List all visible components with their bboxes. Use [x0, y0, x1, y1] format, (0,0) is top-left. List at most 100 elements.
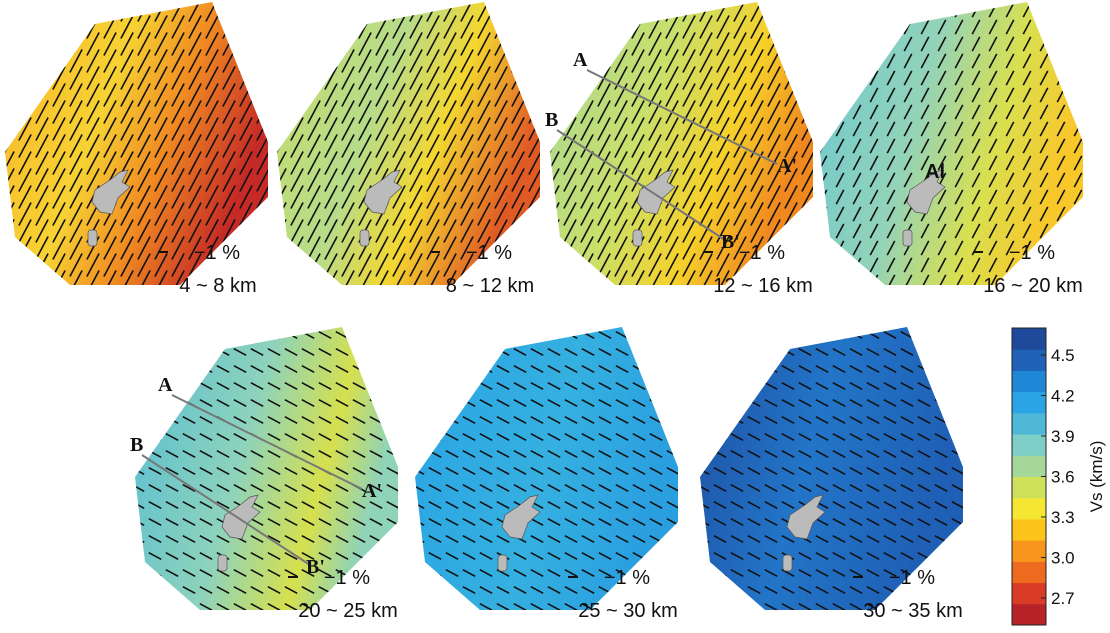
anisotropy-bar [460, 66, 474, 90]
anisotropy-bar [318, 518, 332, 526]
anisotropy-bar [747, 331, 761, 339]
anisotropy-bar [18, 2, 32, 22]
anisotropy-bar [900, 399, 914, 407]
anisotropy-bar [750, 185, 764, 209]
anisotropy-bar [934, 518, 948, 526]
anisotropy-bar [216, 365, 230, 373]
profile-line [556, 129, 726, 241]
anisotropy-bar [35, 151, 49, 175]
anisotropy-bar [233, 433, 247, 441]
anisotropy-bar [730, 382, 744, 390]
anisotropy-bar [171, 253, 185, 277]
anisotropy-bar [784, 151, 798, 175]
anisotropy-bar [632, 518, 646, 526]
anisotropy-bar [369, 450, 383, 458]
anisotropy-bar [386, 552, 398, 560]
anisotropy-bar [445, 569, 459, 577]
anisotropy-bar [835, 257, 845, 273]
anisotropy-bar [1056, 240, 1066, 256]
anisotropy-bar [580, 15, 594, 39]
anisotropy-bar [547, 467, 561, 475]
anisotropy-bar [730, 331, 744, 339]
anisotropy-bar [716, 66, 730, 90]
anisotropy-bar [199, 552, 213, 560]
anisotropy-bar [937, 223, 947, 239]
anisotropy-bar [820, 206, 828, 222]
anisotropy-bar [750, 49, 764, 73]
anisotropy-bar [409, 32, 423, 56]
anisotropy-bar [86, 100, 100, 124]
anisotropy-bar [852, 172, 862, 188]
anisotropy-bar [784, 2, 798, 22]
anisotropy-bar [199, 399, 213, 407]
anisotropy-bar [165, 348, 179, 356]
anisotropy-bar [165, 535, 179, 543]
anisotropy-bar [513, 382, 527, 390]
anisotropy-bar [409, 151, 423, 175]
anisotropy-bar [103, 236, 117, 260]
anisotropy-bar [307, 185, 321, 209]
anisotropy-bar [781, 467, 795, 475]
anisotropy-bar [713, 331, 727, 339]
anisotropy-bar [137, 219, 151, 243]
anisotropy-bar [1005, 155, 1015, 171]
anisotropy-bar [324, 2, 338, 22]
anisotropy-bar [1073, 138, 1083, 154]
anisotropy-bar [426, 15, 440, 39]
anisotropy-bar [222, 185, 236, 209]
anisotropy-bar [513, 331, 527, 339]
anisotropy-bar [580, 185, 594, 209]
anisotropy-bar [307, 168, 321, 192]
anisotropy-bar [750, 83, 764, 107]
anisotropy-bar [682, 15, 696, 39]
anisotropy-bar [290, 151, 304, 175]
anisotropy-bar [598, 569, 612, 577]
anisotropy-bar [477, 117, 491, 141]
anisotropy-bar [369, 331, 383, 339]
anisotropy-bar [934, 450, 948, 458]
anisotropy-bar [820, 87, 828, 103]
anisotropy-bar [443, 270, 457, 285]
anisotropy-bar [35, 32, 49, 56]
anisotropy-bar [250, 484, 264, 492]
anisotropy-bar [1056, 104, 1066, 120]
anisotropy-bar [256, 236, 268, 260]
anisotropy-bar [290, 49, 304, 73]
anisotropy-bar [988, 240, 998, 256]
anisotropy-bar [375, 253, 389, 277]
anisotropy-bar [614, 253, 628, 277]
anisotropy-bar [445, 365, 459, 373]
anisotropy-bar [415, 569, 425, 577]
colorbar-segment [1012, 370, 1046, 393]
anisotropy-bar [852, 155, 862, 171]
anisotropy-bar [462, 450, 476, 458]
anisotropy-bar [426, 219, 440, 243]
anisotropy-bar [409, 168, 423, 192]
anisotropy-bar [767, 100, 781, 124]
anisotropy-bar [988, 206, 998, 222]
anisotropy-bar [358, 66, 372, 90]
anisotropy-bar [954, 87, 964, 103]
anisotropy-bar [716, 83, 730, 107]
anisotropy-bar [35, 117, 49, 141]
anisotropy-bar [598, 535, 612, 543]
anisotropy-bar [971, 70, 981, 86]
anisotropy-bar [284, 399, 298, 407]
anisotropy-bar [764, 586, 778, 594]
anisotropy-bar [954, 257, 964, 273]
anisotropy-bar [496, 467, 510, 475]
profile-label: A' [777, 155, 797, 177]
anisotropy-bar [550, 253, 560, 277]
anisotropy-bar [182, 348, 196, 356]
anisotropy-bar [341, 185, 355, 209]
colorbar-segment [1012, 476, 1046, 499]
anisotropy-bar [547, 331, 561, 339]
anisotropy-bar [18, 253, 32, 277]
anisotropy-bar [615, 450, 629, 458]
anisotropy-bar [730, 365, 744, 373]
anisotropy-bar [352, 501, 366, 509]
anisotropy-bar [256, 32, 268, 56]
anisotropy-bar [233, 416, 247, 424]
anisotropy-bar [530, 603, 544, 610]
